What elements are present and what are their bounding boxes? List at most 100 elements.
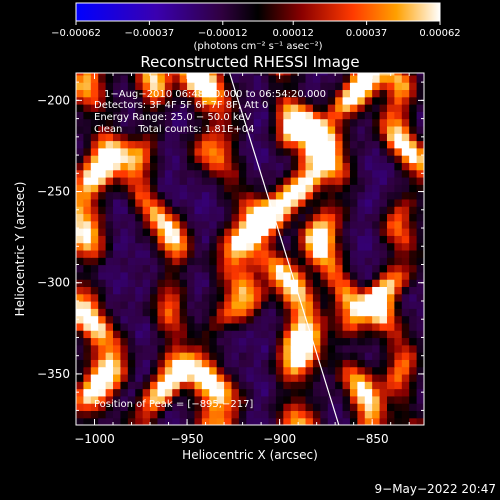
- heatmap-cell: [127, 155, 136, 163]
- heatmap-cell: [335, 82, 344, 91]
- heatmap-cell: [290, 242, 299, 251]
- heatmap-cell: [246, 220, 255, 229]
- heatmap-cell: [238, 118, 247, 127]
- heatmap-cell: [246, 381, 255, 390]
- heatmap-cell: [187, 359, 196, 368]
- heatmap-cell: [275, 337, 284, 346]
- heatmap-cell: [320, 344, 329, 353]
- heatmap-cell: [113, 176, 122, 185]
- heatmap-cell: [187, 308, 196, 317]
- heatmap-cell: [216, 133, 225, 142]
- heatmap-cell: [246, 125, 255, 134]
- heatmap-cell: [364, 74, 373, 83]
- heatmap-cell: [261, 155, 270, 163]
- heatmap-cell: [83, 322, 92, 331]
- heatmap-cell: [401, 74, 410, 83]
- heatmap-cell: [120, 337, 129, 346]
- heatmap-cell: [90, 242, 99, 251]
- colorbar-tick-label: −0.00012: [198, 28, 248, 39]
- heatmap-cell: [386, 235, 395, 244]
- heatmap-cell: [179, 257, 188, 266]
- heatmap-cell: [261, 140, 270, 149]
- heatmap-cell: [113, 352, 122, 360]
- heatmap-cell: [401, 410, 410, 419]
- heatmap-cell: [342, 279, 351, 287]
- heatmap-cell: [98, 220, 107, 229]
- heatmap-cell: [275, 403, 284, 412]
- heatmap-cell: [187, 286, 196, 295]
- heatmap-cell: [253, 140, 262, 149]
- heatmap-cell: [150, 96, 159, 105]
- heatmap-cell: [312, 249, 321, 258]
- heatmap-cell: [379, 410, 388, 419]
- heatmap-cell: [135, 155, 144, 163]
- heatmap-cell: [76, 184, 84, 193]
- heatmap-cell: [335, 206, 344, 215]
- heatmap-cell: [357, 89, 366, 98]
- heatmap-cell: [261, 373, 270, 382]
- heatmap-cell: [312, 308, 321, 317]
- heatmap-cell: [416, 198, 424, 207]
- heatmap-cell: [283, 293, 292, 302]
- heatmap-cell: [216, 184, 225, 193]
- heatmap-cell: [76, 271, 84, 280]
- heatmap-cell: [320, 191, 329, 200]
- heatmap-cell: [246, 111, 255, 120]
- heatmap-cell: [320, 352, 329, 360]
- heatmap-cell: [83, 74, 92, 83]
- heatmap-cell: [268, 213, 277, 222]
- heatmap-cell: [386, 264, 395, 273]
- heatmap-cell: [187, 337, 196, 346]
- heatmap-cell: [253, 271, 262, 280]
- heatmap-cell: [135, 271, 144, 280]
- heatmap-cell: [98, 344, 107, 353]
- heatmap-cell: [305, 286, 314, 295]
- heatmap-cell: [290, 184, 299, 193]
- heatmap-cell: [179, 403, 188, 412]
- heatmap-cell: [157, 388, 166, 397]
- heatmap-cell: [335, 111, 344, 120]
- heatmap-cell: [201, 74, 210, 83]
- heatmap-cell: [224, 308, 233, 317]
- heatmap-cell: [98, 257, 107, 266]
- heatmap-cell: [268, 322, 277, 331]
- heatmap-cell: [372, 169, 381, 178]
- heatmap-cell: [416, 242, 424, 251]
- heatmap-cell: [401, 89, 410, 98]
- heatmap-cell: [201, 191, 210, 200]
- heatmap-cell: [327, 73, 336, 76]
- heatmap-cell: [261, 111, 270, 120]
- heatmap-cell: [83, 89, 92, 98]
- heatmap-cell: [305, 104, 314, 112]
- heatmap-cell: [98, 403, 107, 412]
- heatmap-cell: [401, 264, 410, 273]
- heatmap-cell: [164, 118, 173, 127]
- heatmap-cell: [194, 271, 203, 280]
- heatmap-cell: [172, 271, 181, 280]
- heatmap-cell: [127, 242, 136, 251]
- heatmap-cell: [357, 118, 366, 127]
- heatmap-cell: [335, 359, 344, 368]
- heatmap-cell: [216, 82, 225, 91]
- heatmap-cell: [320, 235, 329, 244]
- heatmap-cell: [268, 359, 277, 368]
- heatmap-cell: [83, 125, 92, 134]
- heatmap-cell: [120, 373, 129, 382]
- heatmap-cell: [113, 169, 122, 178]
- heatmap-cell: [283, 191, 292, 200]
- heatmap-cell: [327, 125, 336, 134]
- heatmap-cell: [246, 82, 255, 91]
- heatmap-cell: [135, 220, 144, 229]
- heatmap-cell: [209, 220, 218, 229]
- heatmap-cell: [76, 155, 84, 163]
- heatmap-cell: [394, 337, 403, 346]
- colorbar-tick-label: 0.00062: [419, 28, 460, 39]
- heatmap-cell: [253, 235, 262, 244]
- heatmap-cell: [209, 315, 218, 324]
- heatmap-cell: [372, 388, 381, 397]
- heatmap-cell: [90, 176, 99, 185]
- heatmap-cell: [90, 257, 99, 266]
- heatmap-cell: [127, 359, 136, 368]
- heatmap-cell: [394, 271, 403, 280]
- heatmap-cell: [275, 257, 284, 266]
